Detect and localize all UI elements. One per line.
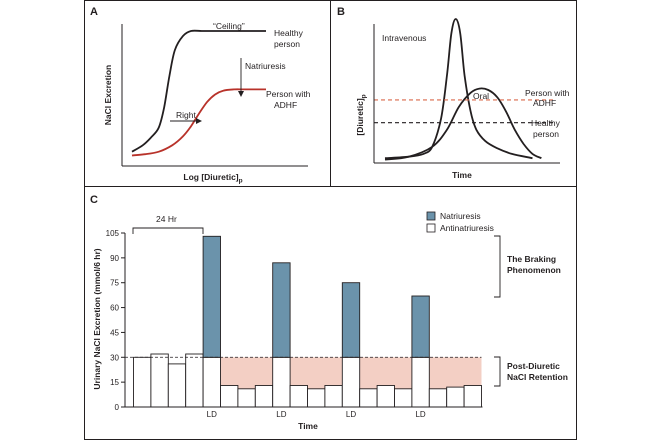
panel-b-curve-intravenous [384,18,533,160]
panel-b-adhf-label-1: Person with [525,88,570,98]
antinatriuresis-bar [133,356,152,408]
legend-antinatriuresis-swatch [426,223,436,233]
natriuresis-bar [341,282,361,358]
panel-b-plot [374,18,556,161]
panel-a-x-label-sub: p [239,178,243,185]
panel-b-healthy-label-1: Healthy [531,118,561,128]
panel-a-adhf-label-2: ADHF [274,100,297,110]
antinatriuresis-bar [150,353,169,408]
panel-b-y-label: [Diuretic]p [355,94,368,135]
antinatriuresis-bar [307,388,326,408]
legend-antinatriuresis-label: Antinatriuresis [440,223,494,233]
antinatriuresis-bar [202,356,221,408]
natriuresis-bar [411,295,430,358]
antinatriuresis-bar [428,388,448,408]
y-tick-label-15: 15 [110,378,119,387]
panel-a-natriuresis-label: Natriuresis [245,61,286,71]
antinatriuresis-bar [237,388,256,408]
y-tick-label-30: 30 [110,353,119,362]
panel-b-healthy-label-2: person [533,129,559,139]
legend-natriuresis-label: Natriuresis [440,211,481,221]
panel-b-oral-label: Oral [473,91,489,101]
antinatriuresis-bar [341,356,361,408]
panel-a-adhf-label-1: Person with [266,89,311,99]
panel-a-right-label: Right [176,110,196,120]
panel-b-adhf-label-2: ADHF [533,98,556,108]
panel-c-retention-label-2: NaCl Retention [507,372,568,382]
y-tick-label-90: 90 [110,254,119,263]
antinatriuresis-bar [167,363,187,408]
panel-a-plot [131,29,266,157]
antinatriuresis-bar [394,388,413,408]
panel-c-period-label: 24 Hr [156,214,177,224]
panel-c-letter: C [90,194,98,206]
panel-a-healthy-label-2: person [274,39,300,49]
antinatriuresis-bar [289,385,308,408]
panel-a-right-arrowhead [196,118,202,124]
panel-c-x-label: Time [298,421,318,431]
panel-b-intravenous-label: Intravenous [382,33,426,43]
panel-a-ceiling-label: “Ceiling” [213,21,245,31]
panel-c-braking-bracket [494,235,501,298]
ld-label: LD [415,410,425,419]
antinatriuresis-bar [411,356,430,408]
natriuresis-bar [272,262,291,358]
panel-a-y-label: NaCl Excretion [103,65,113,125]
legend-natriuresis-swatch [426,211,436,221]
panel-c-retention-label-1: Post-Diuretic [507,361,560,371]
natriuresis-bar [202,235,221,358]
panel-b-y-label-main: [Diuretic] [355,98,365,135]
panel-c-plot: 0 15 30 45 60 75 90 105 LD LD LD LD [106,229,483,419]
antinatriuresis-bar [254,385,274,408]
antinatriuresis-bar [446,386,465,408]
panel-a-x-label: Log [Diuretic]p [183,172,242,185]
y-tick-label-60: 60 [110,304,119,313]
antinatriuresis-bar [463,385,482,408]
antinatriuresis-bar [359,388,378,408]
panel-b-curve-oral [384,87,542,161]
panel-a-natriuresis-arrowhead [238,91,244,97]
panel-c-braking-label-2: Phenomenon [507,265,561,275]
antinatriuresis-bar [272,356,291,408]
antinatriuresis-bar [324,385,343,408]
antinatriuresis-bar [185,353,204,408]
y-tick-label-75: 75 [110,279,119,288]
y-tick-label-105: 105 [106,229,120,238]
panel-c-retention-bracket [494,356,501,387]
panel-a-curve-healthy-person [131,29,266,153]
panel-c-y-label: Urinary NaCl Excretion (mmol/6 hr) [92,248,102,389]
panel-b-y-label-sub: p [361,94,368,98]
panel-a-healthy-label-1: Healthy [274,28,304,38]
ld-label: LD [207,410,217,419]
y-tick-label-45: 45 [110,328,119,337]
panel-c-period-bracket [132,227,204,234]
panel-a-curve-person-with-adhf [131,88,266,157]
y-tick-label-0: 0 [115,403,120,412]
antinatriuresis-bar [376,385,395,408]
ld-label: LD [276,410,286,419]
panel-b-letter: B [337,6,345,18]
panel-b-x-label: Time [452,170,472,180]
panel-a-x-label-main: Log [Diuretic] [183,172,238,182]
panel-c-braking-label-1: The Braking [507,254,556,264]
panel-a-letter: A [90,6,98,18]
ld-label: LD [346,410,356,419]
antinatriuresis-bar [220,385,239,408]
